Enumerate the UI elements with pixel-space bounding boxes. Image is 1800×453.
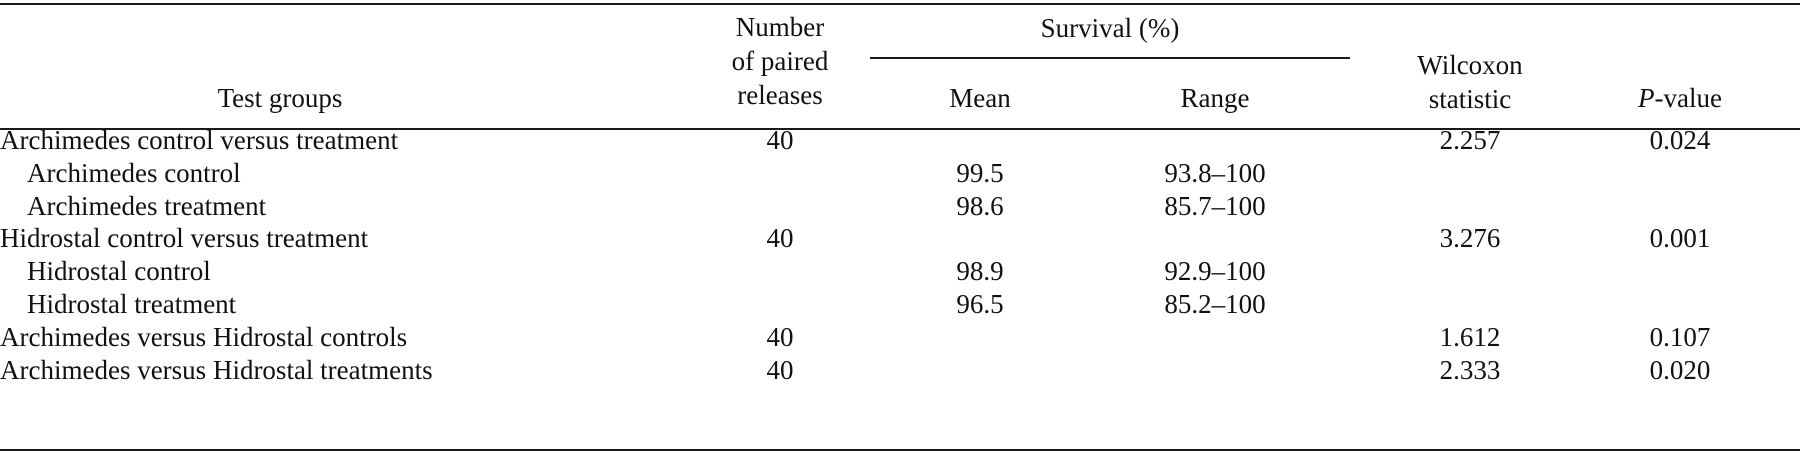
cell-wilcoxon: 2.333: [1439, 354, 1501, 385]
header-number-line1: Number: [735, 12, 825, 42]
cell-test-group: Archimedes control: [27, 157, 241, 188]
header-rule: [0, 128, 1800, 130]
header-range: Range: [1180, 83, 1250, 113]
cell-test-group: Archimedes versus Hidrostal treatments: [0, 354, 433, 385]
cell-p-value: 0.024: [1649, 125, 1711, 155]
header-wilcoxon-line2: statistic: [1428, 84, 1512, 114]
cell-survival-range: 93.8–100: [1164, 157, 1266, 188]
header-survival: Survival (%): [1040, 13, 1180, 43]
cell-p-value: 0.020: [1649, 354, 1711, 385]
header-mean: Mean: [949, 83, 1011, 113]
header-test-groups: Test groups: [217, 83, 343, 113]
bottom-rule: [0, 449, 1800, 451]
cell-wilcoxon: 2.257: [1439, 125, 1501, 155]
header-p-value: P-value: [1560, 82, 1800, 115]
cell-test-group: Hidrostal treatment: [27, 289, 237, 319]
cell-p-value: 0.107: [1649, 321, 1711, 352]
survival-span-rule: [870, 57, 1350, 59]
cell-test-group: Archimedes treatment: [27, 190, 267, 221]
cell-p-value: 0.001: [1649, 223, 1711, 254]
header-wilcoxon-statistic: Wilcoxon statistic: [1380, 48, 1560, 116]
header-p-rest: -value: [1654, 83, 1722, 113]
cell-survival-range: 85.2–100: [1164, 289, 1266, 319]
top-rule: [0, 3, 1800, 5]
header-wilcoxon-line1: Wilcoxon: [1417, 50, 1523, 80]
cell-wilcoxon: 3.276: [1439, 223, 1501, 254]
cell-test-group: Hidrostal control: [27, 256, 211, 287]
cell-test-group: Hidrostal control versus treatment: [0, 223, 369, 254]
cell-survival-mean: 98.6: [956, 190, 1004, 221]
cell-survival-mean: 96.5: [956, 289, 1004, 319]
cell-wilcoxon: 1.612: [1439, 321, 1501, 352]
cell-survival-range: 85.7–100: [1164, 190, 1266, 221]
cell-survival-range: 92.9–100: [1164, 256, 1266, 287]
cell-paired-releases: 40: [766, 125, 794, 155]
header-p-italic: P: [1638, 83, 1655, 113]
header-number-line3: releases: [737, 80, 823, 110]
cell-survival-mean: 99.5: [956, 157, 1004, 188]
cell-test-group: Archimedes versus Hidrostal controls: [0, 321, 408, 352]
cell-paired-releases: 40: [766, 321, 794, 352]
cell-paired-releases: 40: [766, 354, 794, 385]
cell-paired-releases: 40: [766, 223, 794, 254]
cell-survival-mean: 98.9: [956, 256, 1004, 287]
header-number-line2: of paired: [731, 46, 829, 76]
header-number-paired-releases: Number of paired releases: [680, 10, 880, 112]
cell-test-group: Archimedes control versus treatment: [0, 125, 399, 155]
